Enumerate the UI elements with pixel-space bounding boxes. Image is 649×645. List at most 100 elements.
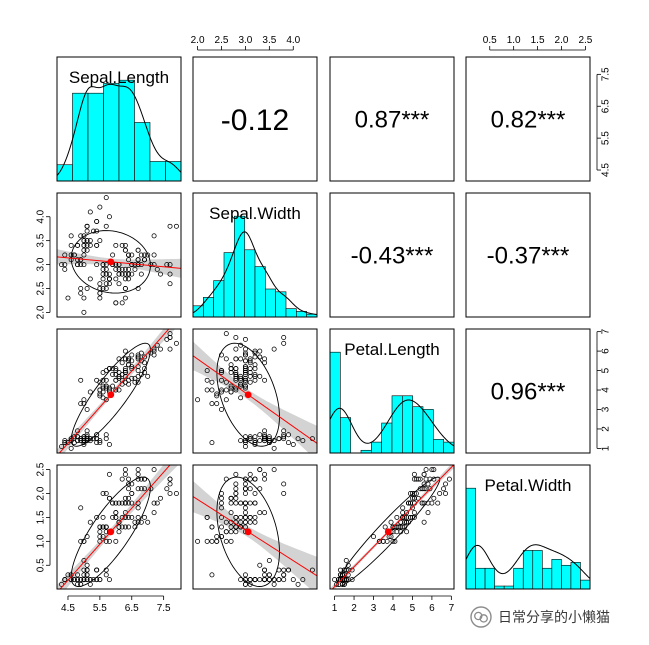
data-point <box>238 356 244 362</box>
tick-label: 4.0 <box>286 35 300 46</box>
data-point <box>214 391 220 397</box>
data-point <box>238 375 244 381</box>
data-point <box>238 577 244 583</box>
data-point <box>195 397 201 403</box>
data-point <box>103 266 109 272</box>
tick-label: 2 <box>601 426 612 432</box>
data-point <box>119 266 125 272</box>
data-point <box>252 519 258 525</box>
data-point <box>233 371 239 377</box>
mean-point <box>384 528 392 536</box>
data-point <box>154 500 160 506</box>
data-point <box>266 434 272 440</box>
tick-label: 5 <box>601 367 612 373</box>
data-point <box>132 266 138 272</box>
tick-label: 2.5 <box>36 462 47 476</box>
data-point <box>242 377 248 383</box>
data-point <box>242 481 248 487</box>
data-point <box>402 519 408 525</box>
data-point <box>129 262 135 268</box>
data-point <box>113 366 119 372</box>
tick-label: 3 <box>601 406 612 412</box>
data-point <box>122 348 128 354</box>
tick-label: 1.5 <box>531 35 545 46</box>
data-point <box>242 491 248 496</box>
tick-label: 1 <box>332 603 338 614</box>
data-point <box>242 524 248 530</box>
data-point <box>371 534 376 540</box>
data-point <box>122 524 128 530</box>
data-point <box>126 252 132 258</box>
data-point <box>97 204 103 210</box>
data-point <box>247 356 253 362</box>
data-point <box>106 276 112 282</box>
data-point <box>122 366 128 372</box>
data-point <box>122 500 128 506</box>
data-point <box>84 562 90 568</box>
data-point <box>132 379 138 385</box>
data-point <box>106 577 112 583</box>
data-point <box>247 581 253 587</box>
data-point <box>129 375 135 381</box>
data-point <box>135 471 141 477</box>
data-point <box>84 572 90 578</box>
histogram-bar <box>340 417 351 453</box>
data-point <box>252 491 258 496</box>
data-point <box>126 358 132 364</box>
data-point <box>339 577 345 583</box>
tick-label: 4 <box>601 387 612 393</box>
data-point <box>419 500 425 506</box>
panel-border <box>192 192 318 318</box>
data-point <box>233 524 239 530</box>
data-point <box>404 529 410 535</box>
correlation-ellipse <box>70 342 151 447</box>
data-point <box>113 538 119 544</box>
panel-border <box>56 464 182 590</box>
data-point <box>142 354 147 360</box>
data-point <box>87 519 93 525</box>
panel-border <box>465 56 591 182</box>
data-point <box>214 534 220 540</box>
data-point <box>209 524 215 530</box>
data-point <box>151 352 157 358</box>
data-point <box>84 223 90 229</box>
data-point <box>400 510 406 516</box>
tick-label: 1 <box>601 445 612 451</box>
histogram-bar <box>433 439 444 453</box>
data-point <box>164 486 170 492</box>
data-point <box>129 500 135 506</box>
data-point <box>262 577 268 583</box>
data-point <box>113 510 119 516</box>
data-point <box>209 572 215 578</box>
data-point <box>242 366 248 372</box>
data-point <box>129 271 135 277</box>
confidence-band <box>193 480 317 589</box>
data-point <box>262 510 268 516</box>
data-point <box>81 567 87 573</box>
data-point <box>97 238 103 244</box>
data-point <box>116 281 122 287</box>
data-point <box>388 534 394 540</box>
correlation-label: -0.37*** <box>487 243 570 270</box>
data-point <box>247 436 253 442</box>
data-point <box>75 438 81 444</box>
data-point <box>116 500 122 506</box>
data-point <box>97 290 103 296</box>
data-point <box>238 514 244 520</box>
data-point <box>228 389 234 395</box>
data-point <box>341 581 347 587</box>
histogram-bar <box>412 406 424 453</box>
data-point <box>219 495 224 501</box>
data-point <box>65 572 71 578</box>
data-point <box>119 476 125 482</box>
data-point <box>242 519 248 525</box>
data-point <box>266 577 272 583</box>
tick-label: 7 <box>449 603 455 614</box>
data-point <box>276 577 282 583</box>
histogram-bar <box>265 288 276 317</box>
data-point <box>376 538 382 544</box>
data-point <box>247 471 253 477</box>
tick-label: 5 <box>410 603 416 614</box>
data-point <box>219 387 224 393</box>
data-point <box>242 364 248 370</box>
